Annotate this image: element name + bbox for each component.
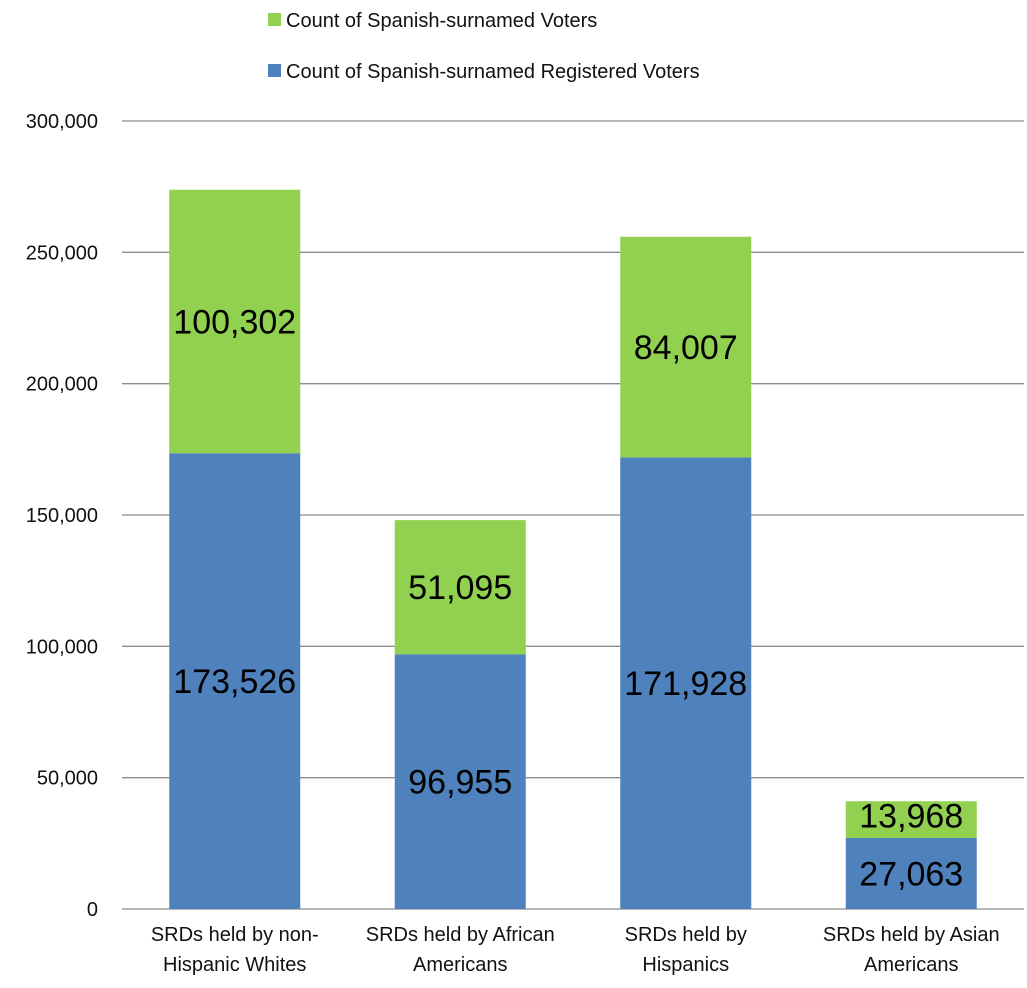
x-category-label: Americans <box>864 954 958 976</box>
x-category-label: SRDs held by non- <box>151 924 319 946</box>
y-tick-label: 0 <box>87 899 98 921</box>
data-label: 100,302 <box>173 303 296 341</box>
data-label: 13,968 <box>859 798 963 836</box>
bar-segment <box>394 520 526 655</box>
data-label: 84,007 <box>634 329 738 367</box>
bar-segment <box>845 837 977 909</box>
y-tick-label: 200,000 <box>26 374 98 396</box>
data-label: 51,095 <box>408 569 512 607</box>
y-axis: 0 50,000 100,000 150,000 200,000 250,000 300,0… <box>26 111 98 921</box>
bar-segment <box>620 236 752 458</box>
legend: Count of Spanish-surnamed Voters Count of… <box>268 10 700 83</box>
bar-segment <box>169 453 301 909</box>
legend-label: Count of Spanish-surnamed Voters <box>286 10 597 32</box>
x-axis: SRDs held by non- Hispanic Whites SRDs hel… <box>151 924 1000 976</box>
data-label: 96,955 <box>408 764 512 802</box>
legend-swatch <box>268 13 281 26</box>
bar-segment <box>394 654 526 909</box>
y-tick-label: 100,000 <box>26 636 98 658</box>
y-tick-label: 50,000 <box>37 768 98 790</box>
x-category-label: SRDs held by <box>625 924 747 946</box>
x-category-label: SRDs held by African <box>366 924 555 946</box>
x-category-label: Hispanic Whites <box>163 954 306 976</box>
x-category-label: Americans <box>413 954 507 976</box>
data-label: 27,063 <box>859 855 963 893</box>
bar-segment <box>845 801 977 838</box>
bar-segment <box>169 189 301 454</box>
data-label: 173,526 <box>173 663 296 701</box>
bar-segment <box>620 457 752 909</box>
bars <box>169 189 977 909</box>
x-category-label: Hispanics <box>642 954 729 976</box>
y-tick-label: 300,000 <box>26 111 98 133</box>
y-tick-label: 150,000 <box>26 505 98 527</box>
x-category-label: SRDs held by Asian <box>823 924 1000 946</box>
y-tick-label: 250,000 <box>26 242 98 264</box>
data-labels: 173,526 100,302 96,955 51,095 171,928 84,007 2… <box>173 303 963 893</box>
data-label: 171,928 <box>624 665 747 703</box>
legend-label: Count of Spanish-surnamed Registered Vot… <box>286 61 700 83</box>
legend-swatch <box>268 64 281 77</box>
